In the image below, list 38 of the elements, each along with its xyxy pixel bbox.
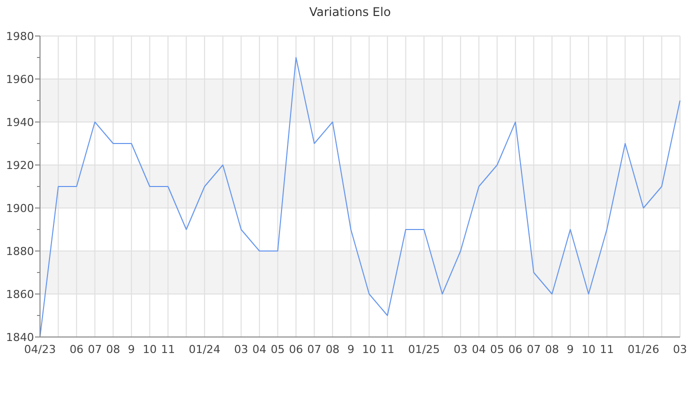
chart-title: Variations Elo <box>309 5 391 19</box>
x-tick-label: 11 <box>161 343 175 356</box>
x-tick-label: 06 <box>508 343 522 356</box>
x-tick-label: 07 <box>526 343 541 356</box>
x-tick-label: 01/25 <box>408 343 440 356</box>
y-tick-label: 1900 <box>6 202 34 215</box>
x-tick-label: 03 <box>454 343 468 356</box>
x-tick-label: 08 <box>545 343 559 356</box>
y-tick-label: 1980 <box>6 30 34 43</box>
y-tick-label: 1940 <box>6 116 34 129</box>
x-tick-label: 9 <box>347 343 354 356</box>
x-tick-label: 10 <box>362 343 376 356</box>
x-tick-label: 11 <box>600 343 614 356</box>
y-tick-label: 1860 <box>6 288 34 301</box>
x-tick-label: 04/23 <box>24 343 56 356</box>
x-tick-label: 03 <box>234 343 248 356</box>
x-tick-label: 04 <box>472 343 486 356</box>
x-tick-label: 9 <box>128 343 135 356</box>
x-tick-label: 06 <box>289 343 303 356</box>
x-tick-label: 08 <box>326 343 340 356</box>
x-tick-label: 01/26 <box>628 343 660 356</box>
y-tick-label: 1840 <box>6 330 34 344</box>
x-tick-label: 05 <box>490 343 504 356</box>
x-tick-label: 04 <box>252 343 266 356</box>
x-tick-label: 05 <box>270 343 285 356</box>
y-tick-label: 1960 <box>6 72 34 86</box>
x-tick-label: 07 <box>88 343 102 356</box>
y-tick-label: 1880 <box>6 244 34 258</box>
x-tick-label: 9 <box>566 343 574 356</box>
x-tick-label: 11 <box>380 343 394 356</box>
x-tick-label: 08 <box>106 343 120 356</box>
x-tick-label: 07 <box>307 343 322 356</box>
x-tick-label: 10 <box>142 343 157 356</box>
x-tick-label: 01/24 <box>188 343 220 356</box>
x-tick-label: 10 <box>582 343 596 356</box>
x-tick-label: 06 <box>70 343 84 356</box>
y-tick-label: 1920 <box>6 158 34 172</box>
x-tick-label: 03 <box>673 343 687 356</box>
